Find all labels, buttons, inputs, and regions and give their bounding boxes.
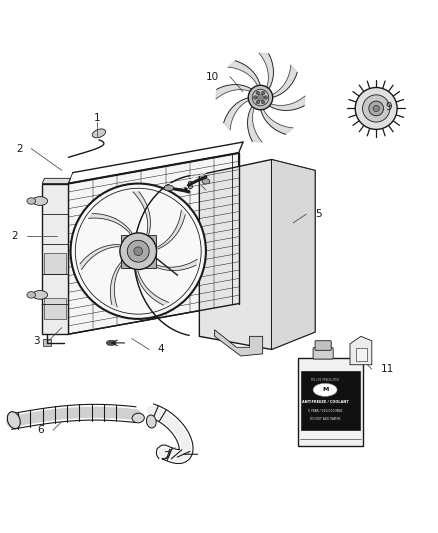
Circle shape (248, 85, 273, 110)
Polygon shape (42, 179, 71, 183)
Text: MS-193 PREDILUTED: MS-193 PREDILUTED (311, 378, 339, 382)
Circle shape (264, 96, 268, 99)
Circle shape (373, 106, 379, 111)
Ellipse shape (146, 415, 156, 428)
Ellipse shape (313, 383, 337, 397)
Polygon shape (216, 85, 253, 99)
Text: 8: 8 (186, 181, 193, 191)
Text: 6: 6 (38, 425, 44, 435)
Polygon shape (261, 108, 293, 134)
Bar (44, 253, 66, 274)
Circle shape (134, 247, 143, 256)
Circle shape (369, 101, 384, 116)
Text: 9: 9 (385, 102, 392, 112)
Circle shape (120, 233, 156, 270)
Bar (121, 235, 155, 268)
Text: DO NOT ADD WATER: DO NOT ADD WATER (310, 417, 340, 421)
Polygon shape (199, 159, 315, 350)
Ellipse shape (27, 292, 35, 298)
Circle shape (127, 240, 149, 262)
Polygon shape (272, 159, 315, 350)
Polygon shape (152, 259, 197, 271)
Polygon shape (42, 183, 68, 334)
FancyBboxPatch shape (313, 348, 333, 359)
Polygon shape (68, 153, 239, 334)
Bar (301, 371, 360, 430)
Text: 3: 3 (33, 336, 40, 346)
Ellipse shape (32, 290, 48, 299)
Text: 2: 2 (16, 143, 22, 154)
Polygon shape (157, 210, 185, 249)
Text: 4: 4 (158, 344, 165, 354)
Ellipse shape (27, 198, 35, 204)
Circle shape (363, 95, 390, 122)
Text: 5: 5 (315, 209, 321, 219)
Polygon shape (88, 214, 132, 233)
Polygon shape (133, 192, 150, 235)
Circle shape (258, 94, 264, 101)
Circle shape (261, 91, 265, 95)
Bar (231, 306, 239, 314)
Circle shape (71, 183, 206, 319)
Polygon shape (228, 61, 261, 87)
Polygon shape (268, 96, 305, 110)
Polygon shape (271, 65, 297, 98)
Text: 2: 2 (11, 231, 18, 241)
Text: 7: 7 (163, 451, 170, 462)
Bar (356, 348, 367, 361)
Ellipse shape (202, 179, 210, 184)
Circle shape (256, 100, 260, 104)
Circle shape (256, 91, 260, 95)
Text: 1: 1 (93, 113, 100, 123)
Polygon shape (110, 262, 123, 307)
Text: 10: 10 (206, 71, 219, 82)
Polygon shape (247, 105, 262, 142)
Bar (43, 338, 51, 346)
Circle shape (355, 87, 397, 130)
Bar (44, 298, 66, 319)
Ellipse shape (106, 340, 116, 345)
FancyBboxPatch shape (297, 358, 363, 446)
Ellipse shape (32, 197, 48, 205)
Polygon shape (80, 245, 120, 270)
Ellipse shape (132, 413, 145, 423)
Polygon shape (350, 336, 372, 365)
Text: M: M (322, 387, 328, 392)
Polygon shape (224, 98, 250, 130)
FancyBboxPatch shape (315, 341, 331, 350)
Circle shape (254, 96, 257, 99)
Polygon shape (136, 271, 169, 305)
Ellipse shape (7, 411, 20, 429)
Text: ANTIFREEZE / COOLANT: ANTIFREEZE / COOLANT (302, 400, 348, 403)
Text: 5 YEAR / 150,000 MILE: 5 YEAR / 150,000 MILE (308, 409, 342, 413)
Circle shape (261, 100, 265, 104)
Polygon shape (259, 53, 273, 90)
Polygon shape (215, 330, 263, 356)
Text: 11: 11 (381, 364, 394, 374)
Ellipse shape (164, 185, 173, 191)
Ellipse shape (92, 129, 106, 138)
